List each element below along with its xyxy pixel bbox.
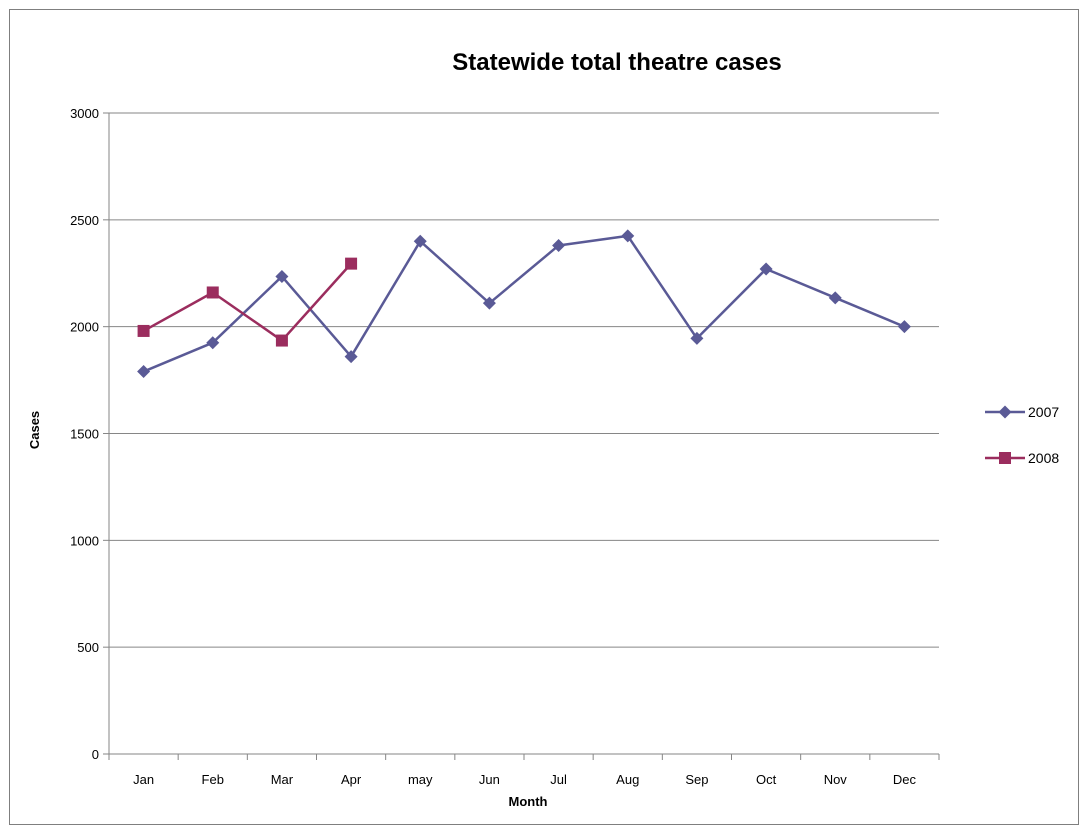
axes [108, 113, 940, 760]
x-tick-label: Mar [271, 772, 294, 787]
y-tick-label: 2500 [70, 213, 99, 228]
legend-entry: 2007 [985, 404, 1059, 420]
data-point [413, 234, 427, 248]
legend-entry: 2008 [985, 450, 1059, 466]
x-tick-label: Apr [341, 772, 362, 787]
data-point [206, 336, 220, 350]
x-tick-label: Jul [550, 772, 567, 787]
chart-title: Statewide total theatre cases [452, 49, 781, 76]
data-point [621, 229, 635, 243]
series-2007 [137, 229, 911, 379]
data-point [690, 331, 704, 345]
series-line [142, 262, 353, 342]
legend-marker [998, 405, 1012, 419]
data-point [275, 269, 289, 283]
x-tick-label: Feb [202, 772, 224, 787]
data-point [275, 334, 288, 347]
legend-label: 2008 [1028, 450, 1059, 466]
series-layer [137, 229, 911, 379]
x-tick-label: Sep [685, 772, 708, 787]
x-tick-label: Nov [824, 772, 848, 787]
data-point [137, 365, 151, 379]
y-tick-label: 500 [77, 640, 99, 655]
y-axis-title: Cases [27, 411, 42, 449]
data-point [897, 320, 911, 334]
series-line [143, 234, 905, 373]
y-tick-label: 1000 [70, 533, 99, 548]
legend-label: 2007 [1028, 404, 1059, 420]
data-point [345, 257, 358, 270]
y-tick-label: 0 [92, 747, 99, 762]
gridlines [103, 112, 939, 755]
y-tick-label: 3000 [70, 106, 99, 121]
data-point [759, 262, 773, 276]
data-point [206, 286, 219, 299]
line-chart: Statewide total theatre cases 0 500 1000 15… [27, 49, 1059, 809]
y-tick-label: 1500 [70, 427, 99, 442]
x-tick-label: Jan [133, 772, 154, 787]
chart-frame: Statewide total theatre cases 0 500 1000 15… [9, 9, 1079, 825]
legend-marker [999, 452, 1011, 464]
data-point [828, 291, 842, 305]
series-2008 [137, 257, 358, 347]
x-tick-label: may [408, 772, 433, 787]
x-tick-label: Dec [893, 772, 917, 787]
data-point [552, 238, 566, 252]
x-tick-label: Aug [616, 772, 639, 787]
y-tick-label: 2000 [70, 320, 99, 335]
legend: 2007 2008 [985, 404, 1059, 466]
data-point [482, 296, 496, 310]
x-tick-label: Oct [756, 772, 777, 787]
x-axis-title: Month [509, 794, 548, 809]
data-point [137, 324, 150, 337]
x-tick-labels: Jan Feb Mar Apr may Jun Jul Aug Sep Oct Nov Dec [133, 772, 916, 787]
x-tick-label: Jun [479, 772, 500, 787]
y-tick-labels: 0 500 1000 1500 2000 2500 3000 [70, 106, 99, 762]
data-point [344, 350, 358, 364]
